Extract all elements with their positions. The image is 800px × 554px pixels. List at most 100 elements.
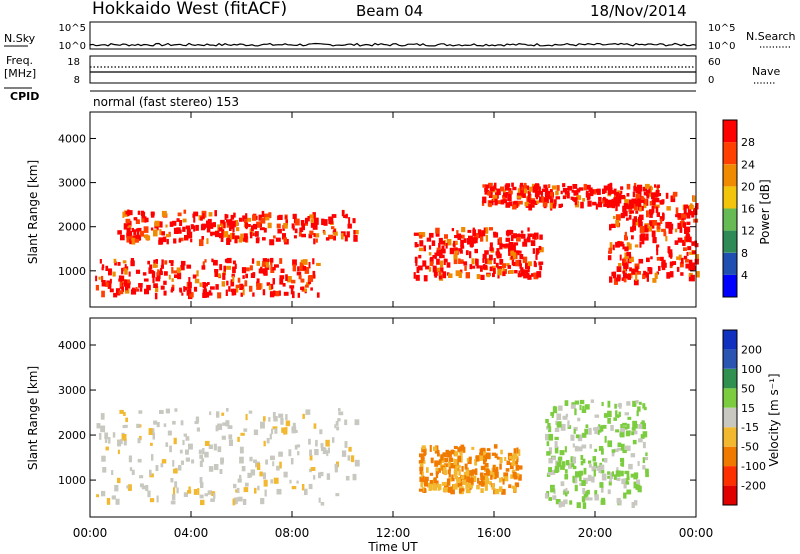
heatmap-cell [510,474,514,479]
heatmap-cell [565,193,568,198]
heatmap-cell [574,408,577,416]
heatmap-cell [237,478,242,483]
heatmap-cell [683,204,689,209]
heatmap-cell [579,475,582,482]
heatmap-cell [468,456,472,460]
heatmap-cell [104,282,109,287]
heatmap-cell [526,185,530,190]
heatmap-cell [615,429,620,433]
heatmap-cell [642,186,648,192]
heatmap-cell [647,226,652,232]
heatmap-cell [532,233,537,240]
colorbar-tick-label: -200 [741,480,766,493]
heatmap-cell [613,198,617,205]
heatmap-cell [316,262,321,266]
heatmap-cell [244,222,249,228]
velocity-colorbar-label: Velocity [m s⁻¹] [767,373,781,466]
heatmap-cell [548,497,552,501]
heatmap-cell [213,259,218,266]
heatmap-cell [637,461,640,466]
heatmap-cell [480,488,484,493]
heatmap-cell [413,232,419,236]
heatmap-cell [251,225,254,232]
heatmap-cell [618,241,624,247]
heatmap-cell [429,472,434,476]
heatmap-cell [226,265,231,270]
heatmap-cell [225,420,230,427]
heatmap-cell [692,262,695,267]
heatmap-cell [633,430,638,435]
heatmap-cell [130,258,134,263]
heatmap-cell [475,258,479,266]
heatmap-cell [259,471,263,477]
heatmap-cell [297,266,300,272]
heatmap-cell [648,186,651,194]
heatmap-cell [623,257,627,263]
heatmap-cell [566,192,570,199]
heatmap-cell [592,201,597,206]
heatmap-cell [688,259,693,266]
heatmap-cell [541,196,544,202]
heatmap-cell [616,274,621,280]
heatmap-cell [176,218,180,222]
heatmap-cell [241,466,246,472]
heatmap-cell [523,273,528,279]
heatmap-cell [622,243,625,250]
heatmap-cell [514,270,518,274]
heatmap-cell [335,421,339,426]
heatmap-cell [124,288,130,294]
heatmap-cell [221,412,225,416]
heatmap-cell [143,278,149,282]
heatmap-cell [677,222,682,230]
heatmap-cell [631,268,636,275]
heatmap-cell [532,186,538,193]
heatmap-cell [165,408,170,414]
heatmap-cell [538,245,542,250]
heatmap-cell [688,211,693,216]
heatmap-cell [163,280,167,285]
heatmap-cell [459,446,462,452]
heatmap-cell [472,237,476,244]
heatmap-cell [201,236,204,240]
heatmap-cell [572,475,575,483]
heatmap-cell [136,423,140,428]
heatmap-cell [685,226,691,233]
heatmap-cell [147,490,151,498]
heatmap-cell [230,214,235,220]
colorbar-swatch [723,120,737,143]
heatmap-cell [683,255,688,260]
heatmap-cell [217,446,222,453]
heatmap-cell [581,444,587,449]
heatmap-cell [179,220,183,226]
heatmap-cell [468,235,473,242]
heatmap-cell [253,429,259,436]
heatmap-cell [124,264,127,268]
heatmap-cell [644,198,648,205]
heatmap-cell [194,421,199,425]
heatmap-cell [333,232,337,236]
heatmap-cell [237,496,243,502]
heatmap-cell [166,238,169,245]
heatmap-cell [632,225,637,231]
heatmap-cell [139,287,143,292]
heatmap-cell [462,446,466,453]
heatmap-cell [594,414,600,418]
heatmap-cell [202,448,205,455]
heatmap-cell [597,188,601,195]
heatmap-cell [348,217,351,224]
heatmap-cell [451,228,454,232]
heatmap-cell [313,475,316,480]
heatmap-cell [653,193,659,198]
heatmap-cell [531,273,535,277]
heatmap-cell [515,464,520,471]
heatmap-cell [301,484,305,491]
heatmap-cell [423,452,426,457]
heatmap-cell [539,265,543,271]
noise-left-tick-top: 10^5 [59,23,86,34]
colorbar-tick-label: -100 [741,460,766,473]
heatmap-cell [539,234,543,240]
heatmap-cell [188,281,192,289]
heatmap-cell [310,467,316,471]
heatmap-cell [560,203,563,208]
heatmap-cell [333,235,336,241]
